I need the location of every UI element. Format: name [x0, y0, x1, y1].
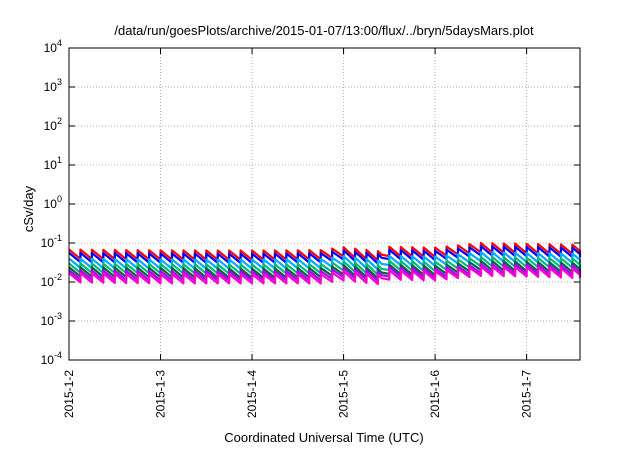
- y-tick-label: 10-4: [41, 350, 62, 367]
- x-tick-label: 2015-1-3: [154, 370, 168, 418]
- y-tick-base: 10: [41, 353, 55, 367]
- y-tick-label: 10-3: [41, 311, 62, 328]
- y-tick-base: 10: [41, 275, 55, 289]
- grid-lines: [69, 48, 580, 360]
- series-line-3: [68, 255, 582, 276]
- y-tick-exponent: 4: [57, 38, 62, 48]
- series-layer: [68, 241, 582, 286]
- y-tick-label: 10-1: [41, 233, 62, 250]
- y-tick-label: 10-2: [41, 272, 62, 289]
- y-tick-exponent: 0: [57, 194, 62, 204]
- y-tick-exponent: 1: [57, 155, 62, 165]
- y-tick-label: 102: [44, 116, 62, 133]
- y-tick-base: 10: [44, 119, 58, 133]
- x-tick-label: 2015-1-7: [520, 370, 534, 418]
- y-tick-exponent: -2: [54, 272, 62, 282]
- y-tick-base: 10: [44, 158, 58, 172]
- y-tick-label: 100: [44, 194, 62, 211]
- y-tick-base: 10: [44, 197, 58, 211]
- y-tick-base: 10: [41, 314, 55, 328]
- x-tick-label: 2015-1-5: [337, 370, 351, 418]
- y-tick-label: 101: [44, 155, 62, 172]
- x-tick-label: 2015-1-2: [62, 370, 76, 418]
- chart-title: /data/run/goesPlots/archive/2015-01-07/1…: [114, 23, 534, 38]
- y-tick-exponent: -4: [54, 350, 62, 360]
- series-line-1: [68, 245, 582, 265]
- series-line-2: [68, 250, 582, 271]
- series-line-0: [68, 241, 582, 262]
- series-line-6: [68, 265, 582, 286]
- y-tick-label: 103: [44, 77, 62, 94]
- y-tick-exponent: -1: [54, 233, 62, 243]
- y-tick-base: 10: [44, 41, 58, 55]
- y-tick-exponent: 2: [57, 116, 62, 126]
- y-tick-base: 10: [44, 80, 58, 94]
- y-axis-label: cSv/day: [21, 185, 36, 232]
- y-tick-exponent: 3: [57, 77, 62, 87]
- series-line-4: [68, 259, 582, 280]
- x-tick-label: 2015-1-4: [245, 370, 259, 418]
- y-tick-base: 10: [41, 236, 55, 250]
- x-axis-label: Coordinated Universal Time (UTC): [224, 430, 423, 445]
- x-tick-label: 2015-1-6: [428, 370, 442, 418]
- series-line-5: [68, 262, 582, 283]
- y-tick-label: 104: [44, 38, 62, 55]
- y-tick-exponent: -3: [54, 311, 62, 321]
